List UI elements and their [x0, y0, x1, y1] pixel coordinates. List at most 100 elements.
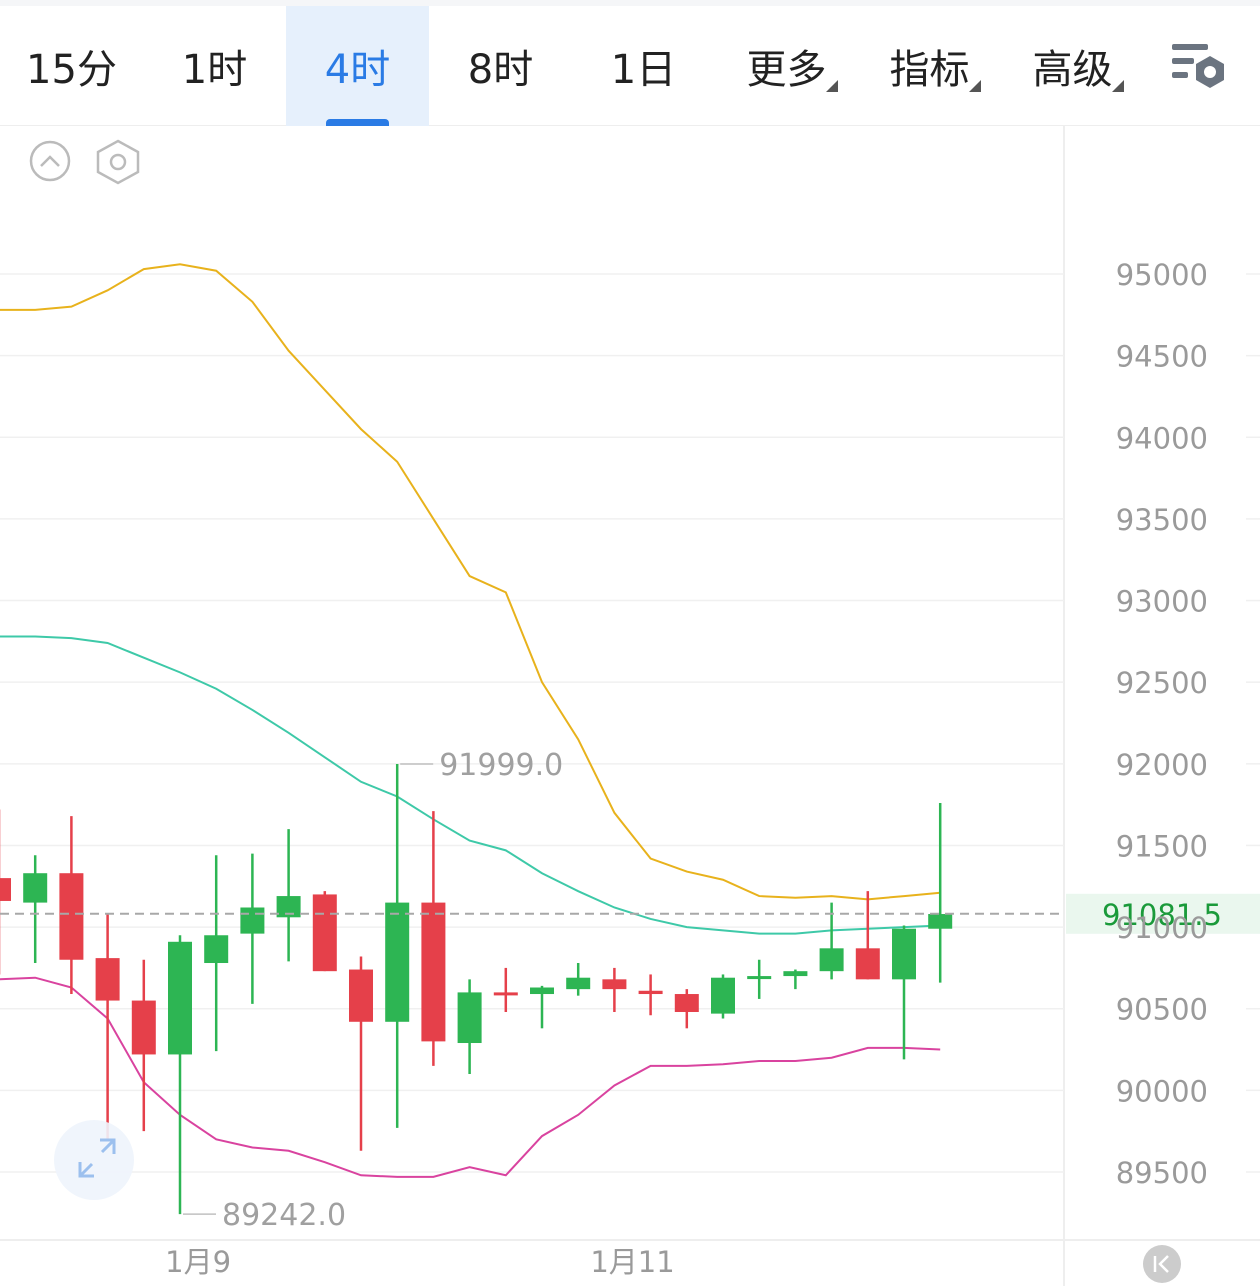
candle — [276, 829, 301, 962]
candle-body — [23, 873, 48, 903]
status-strip — [0, 0, 1260, 6]
middle-band-line — [0, 635, 941, 935]
candle-body — [711, 977, 735, 1014]
candle-body — [493, 992, 518, 996]
candle — [131, 959, 156, 1132]
candle — [204, 855, 229, 1052]
candle — [349, 956, 373, 1151]
candle-body — [819, 948, 844, 972]
upper-band-line — [0, 263, 941, 901]
candlestick-chart[interactable]: 91081.5 91999.0 89242.0 95000 94500 94000 93… — [0, 126, 1260, 1286]
active-tab-indicator — [326, 119, 389, 126]
tab-label: 指标 — [889, 47, 970, 93]
tab-label: 15分 — [26, 47, 117, 93]
candle-body — [747, 976, 772, 980]
tab-label: 1时 — [181, 47, 248, 93]
low-price-label: 89242.0 — [222, 1198, 346, 1233]
y-tick-label: 92500 — [1116, 666, 1208, 700]
candle-body — [168, 941, 192, 1055]
dropdown-arrow-icon — [1112, 80, 1124, 92]
candle-body — [95, 958, 120, 1001]
y-tick-label: 91000 — [1116, 911, 1208, 945]
grid-layer — [0, 273, 1260, 1173]
chevron-up-icon[interactable] — [29, 140, 71, 182]
candle-body — [674, 994, 699, 1012]
lower-band-line — [0, 976, 941, 1178]
candle-body — [602, 979, 627, 990]
chart-area[interactable]: 91081.5 91999.0 89242.0 95000 94500 94000 93… — [0, 126, 1260, 1286]
current-price-label: 91081.5 — [1102, 898, 1222, 932]
candle-body — [349, 969, 373, 1022]
dropdown-arrow-icon — [826, 80, 838, 92]
y-tick-label: 90500 — [1116, 993, 1208, 1027]
candle-body — [530, 987, 554, 995]
candle-body — [0, 878, 11, 901]
candle-body — [240, 907, 265, 934]
candle-body — [783, 971, 808, 977]
candle-body — [59, 873, 84, 960]
candle — [168, 935, 192, 1215]
expand-icon[interactable] — [54, 1120, 134, 1200]
candle — [566, 963, 591, 996]
candle-body — [566, 977, 591, 990]
candle-body — [855, 948, 880, 980]
candle-body — [312, 894, 337, 972]
candle — [493, 967, 518, 1012]
tab-1h[interactable]: 1时 — [143, 6, 286, 126]
candle — [312, 891, 337, 972]
y-axis-labels: 95000 94500 94000 93500 93000 92500 92000 91500… — [1116, 258, 1208, 1190]
skip-to-latest-icon[interactable] — [1143, 1245, 1181, 1283]
candle — [240, 853, 265, 1004]
y-tick-label: 92000 — [1116, 748, 1208, 782]
candle-body — [421, 902, 446, 1042]
candle — [602, 967, 627, 1012]
tab-1d[interactable]: 1日 — [572, 6, 715, 126]
bollinger-bands — [0, 263, 941, 1178]
date-label: 1月9 — [165, 1245, 231, 1279]
candle-body — [204, 935, 229, 964]
candle — [95, 914, 120, 1140]
candle-body — [892, 928, 916, 980]
tab-label: 高级 — [1032, 47, 1113, 93]
hexagon-settings-icon[interactable] — [96, 139, 140, 185]
y-tick-label: 94500 — [1116, 340, 1208, 374]
tab-8h[interactable]: 8时 — [429, 6, 572, 126]
current-price-layer: 91081.5 — [0, 893, 1260, 934]
annotations-layer: 91999.0 89242.0 — [183, 748, 563, 1233]
candle — [855, 891, 880, 980]
tab-label: 8时 — [467, 47, 534, 93]
candle — [892, 925, 916, 1060]
dropdown-arrow-icon — [969, 80, 981, 92]
candle — [530, 985, 554, 1029]
candle — [421, 811, 446, 1066]
y-tick-label: 91500 — [1116, 829, 1208, 863]
x-axis-labels: 1月9 1月11 — [165, 1245, 675, 1279]
candle — [711, 974, 735, 1019]
candle — [638, 974, 663, 1016]
candle — [747, 959, 772, 999]
candle — [457, 979, 482, 1075]
candle-body — [457, 992, 482, 1044]
tab-label: 1日 — [610, 47, 677, 93]
tab-more[interactable]: 更多 — [715, 6, 858, 126]
timeframe-toolbar: 15分 1时 4时 8时 1日 更多 指标 高级 — [0, 0, 1260, 126]
y-tick-label: 93500 — [1116, 503, 1208, 537]
y-tick-label: 94000 — [1116, 421, 1208, 455]
candle — [783, 969, 808, 990]
tab-label: 4时 — [324, 47, 391, 93]
candle — [23, 855, 48, 964]
tab-advanced[interactable]: 高级 — [1001, 6, 1144, 126]
chart-settings-icon[interactable] — [1168, 40, 1230, 94]
candle-body — [131, 1000, 156, 1055]
candle-body — [385, 902, 410, 1022]
candle — [385, 763, 410, 1128]
candle — [674, 989, 699, 1029]
tab-15min[interactable]: 15分 — [0, 6, 143, 126]
tab-indicators[interactable]: 指标 — [858, 6, 1001, 126]
tab-label: 更多 — [746, 47, 827, 93]
y-tick-label: 93000 — [1116, 585, 1208, 619]
current-price-tag — [1066, 893, 1260, 934]
tab-4h[interactable]: 4时 — [286, 6, 429, 126]
y-tick-label: 90000 — [1116, 1074, 1208, 1108]
candle — [0, 809, 11, 975]
